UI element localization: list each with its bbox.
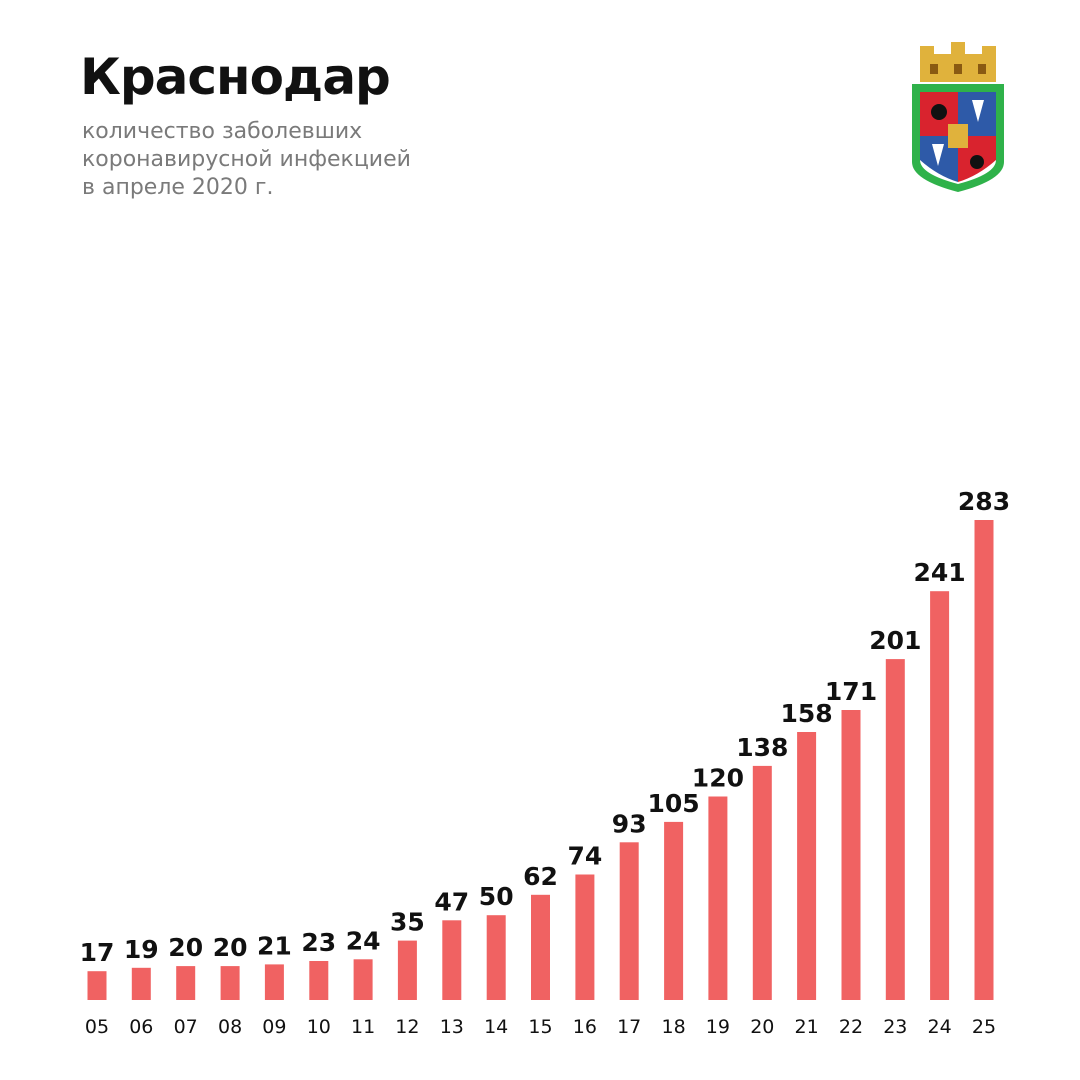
- x-tick-label-14: 14: [484, 1016, 508, 1038]
- coat-of-arms-icon: [912, 42, 1004, 192]
- bar-19: [708, 796, 728, 1000]
- bar-09: [264, 964, 284, 1000]
- crown-tower: [920, 46, 934, 58]
- data-label-19: 120: [692, 764, 744, 793]
- data-label-18: 105: [648, 789, 700, 818]
- bar-17: [619, 842, 639, 1000]
- bar-14: [486, 915, 506, 1000]
- page-subtitle: количество заболевших коронавирусной инф…: [82, 118, 411, 202]
- data-label-22: 171: [825, 677, 877, 706]
- eagle-icon: [970, 155, 984, 169]
- data-label-20: 138: [736, 733, 788, 762]
- x-tick-label-05: 05: [85, 1016, 109, 1038]
- x-tick-label-20: 20: [750, 1016, 774, 1038]
- bar-12: [397, 940, 417, 1000]
- x-tick-label-25: 25: [972, 1016, 996, 1038]
- x-tick-label-23: 23: [883, 1016, 907, 1038]
- data-label-23: 201: [869, 626, 921, 655]
- data-label-13: 47: [434, 887, 469, 916]
- x-tick-label-22: 22: [839, 1016, 863, 1038]
- x-tick-label-17: 17: [617, 1016, 641, 1038]
- bar-21: [797, 732, 817, 1000]
- bar-18: [664, 821, 684, 1000]
- data-label-14: 50: [479, 882, 514, 911]
- data-label-06: 19: [124, 935, 159, 964]
- x-tick-label-19: 19: [706, 1016, 730, 1038]
- flag-icon: [972, 100, 984, 122]
- data-label-17: 93: [612, 809, 647, 838]
- bar-25: [974, 520, 994, 1000]
- x-tick-label-10: 10: [307, 1016, 331, 1038]
- bar-07: [176, 966, 196, 1000]
- data-label-12: 35: [390, 908, 425, 937]
- crown-window: [978, 64, 986, 74]
- bar-20: [752, 765, 772, 1000]
- x-tick-label-21: 21: [795, 1016, 819, 1038]
- center-shield: [948, 124, 968, 148]
- crown-window: [930, 64, 938, 74]
- bar-11: [353, 959, 373, 1000]
- bar-15: [531, 894, 550, 1000]
- x-tick-label-24: 24: [928, 1016, 952, 1038]
- x-tick-label-07: 07: [174, 1016, 198, 1038]
- x-tick-label-08: 08: [218, 1016, 242, 1038]
- x-tick-label-15: 15: [528, 1016, 552, 1038]
- data-label-09: 21: [257, 931, 292, 960]
- subtitle-line: количество заболевших: [82, 119, 363, 144]
- bar-13: [442, 920, 462, 1000]
- bar-22: [841, 710, 861, 1000]
- x-tick-label-09: 09: [262, 1016, 286, 1038]
- bar-10: [309, 961, 329, 1000]
- data-label-07: 20: [168, 933, 203, 962]
- data-label-16: 74: [568, 842, 603, 871]
- bar-06: [131, 967, 151, 1000]
- data-label-05: 17: [80, 938, 115, 967]
- data-label-08: 20: [213, 933, 248, 962]
- eagle-icon: [931, 104, 947, 120]
- crown-window: [954, 64, 962, 74]
- x-tick-label-18: 18: [662, 1016, 686, 1038]
- subtitle-line: в апреле 2020 г.: [82, 175, 274, 200]
- subtitle-line: коронавирусной инфекцией: [82, 147, 411, 172]
- page-title: Краснодар: [80, 48, 391, 106]
- data-label-24: 241: [914, 558, 966, 587]
- bar-24: [930, 591, 950, 1000]
- data-label-21: 158: [781, 699, 833, 728]
- x-tick-label-12: 12: [395, 1016, 419, 1038]
- crown-tower: [982, 46, 996, 58]
- bar-05: [87, 971, 107, 1000]
- bar-08: [220, 966, 240, 1000]
- data-label-15: 62: [523, 862, 558, 891]
- x-tick-label-11: 11: [351, 1016, 375, 1038]
- crown-tower: [951, 42, 965, 58]
- bar-16: [575, 874, 595, 1000]
- bar-23: [885, 659, 905, 1000]
- data-label-25: 283: [958, 487, 1010, 516]
- flag-icon: [932, 144, 944, 166]
- data-label-10: 23: [301, 928, 336, 957]
- data-label-11: 24: [346, 926, 381, 955]
- x-tick-label-06: 06: [129, 1016, 153, 1038]
- x-tick-label-16: 16: [573, 1016, 597, 1038]
- x-tick-label-13: 13: [440, 1016, 464, 1038]
